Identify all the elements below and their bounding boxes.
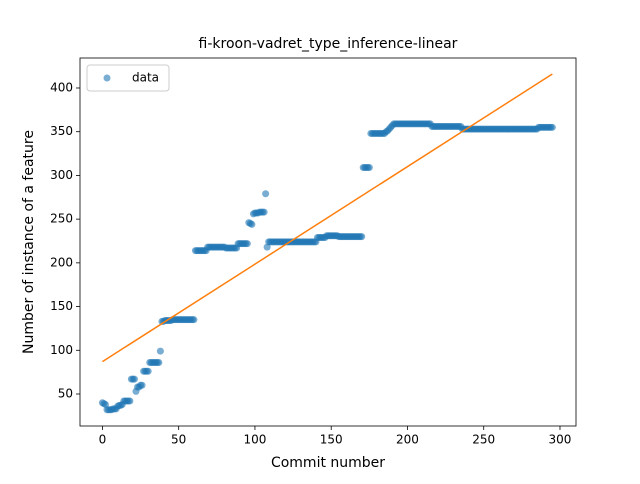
data-point: [365, 164, 373, 172]
data-point: [243, 240, 251, 248]
data-point: [126, 397, 134, 405]
data-point: [130, 375, 138, 383]
fit-line: [102, 73, 553, 363]
y-tick-label: 300: [50, 168, 73, 182]
y-axis-label: Number of instance of a feature: [21, 130, 37, 354]
data-point: [155, 359, 163, 367]
data-point: [358, 233, 366, 241]
data-point: [248, 220, 256, 228]
x-tick-label: 50: [171, 433, 186, 447]
x-tick-label: 150: [320, 433, 343, 447]
y-tick-label: 50: [58, 387, 73, 401]
y-tick-label: 250: [50, 212, 73, 226]
data-point: [263, 243, 271, 251]
data-point: [156, 347, 164, 355]
y-tick-label: 150: [50, 299, 73, 313]
legend-label: data: [132, 71, 159, 85]
legend-marker: [103, 74, 111, 82]
data-point: [138, 381, 146, 389]
x-tick-label: 100: [243, 433, 266, 447]
chart-title: fi-kroon-vadret_type_inference-linear: [199, 36, 458, 52]
x-axis-label: Commit number: [271, 455, 385, 471]
data-point: [548, 123, 556, 131]
y-tick-label: 200: [50, 255, 73, 269]
y-tick-label: 400: [50, 80, 73, 94]
data-point: [101, 400, 109, 408]
data-point: [144, 367, 152, 375]
data-point: [260, 208, 268, 216]
y-tick-label: 350: [50, 124, 73, 138]
x-tick-label: 250: [472, 433, 495, 447]
x-tick-label: 300: [549, 433, 572, 447]
data-point: [190, 316, 198, 324]
x-tick-label: 200: [396, 433, 419, 447]
data-point: [262, 190, 270, 198]
legend-box: [86, 64, 170, 92]
y-tick-label: 100: [50, 343, 73, 357]
axes-frame: [79, 57, 577, 427]
x-tick-label: 0: [99, 433, 107, 447]
